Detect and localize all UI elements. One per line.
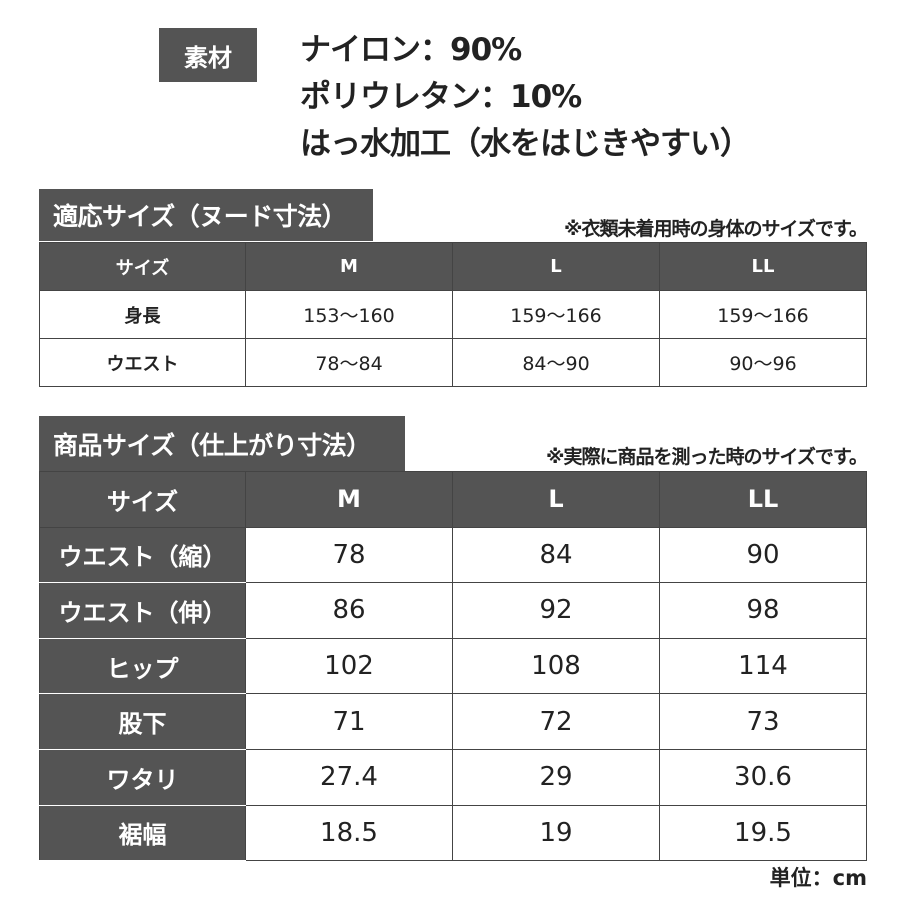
column-header-l: L xyxy=(452,471,660,528)
column-header-m: M xyxy=(245,471,453,528)
table-cell: 72 xyxy=(452,693,660,750)
table-row: ウエスト 78～84 84～90 90～96 xyxy=(39,338,867,387)
row-label-waist-stretched: ウエスト（伸） xyxy=(39,582,246,639)
body-size-table: サイズ M L LL 身長 153～160 159～166 159～166 ウエ… xyxy=(39,242,867,387)
table-row: 股下 71 72 73 xyxy=(39,693,867,750)
column-header-size: サイズ xyxy=(39,471,246,528)
row-label-thigh: ワタリ xyxy=(39,748,246,806)
table-cell: 18.5 xyxy=(245,804,453,862)
table-cell: 78 xyxy=(245,526,453,584)
garment-size-table: サイズ M L LL ウエスト（縮） 78 84 90 ウエスト（伸） 86 9… xyxy=(39,471,867,862)
table-cell: 71 xyxy=(245,693,453,750)
column-header-ll: LL xyxy=(659,242,867,291)
table-header-row: サイズ M L LL xyxy=(39,471,867,528)
table-cell: 73 xyxy=(659,693,867,750)
material-polyurethane: ポリウレタン：10% xyxy=(300,79,582,115)
garment-size-title: 商品サイズ（仕上がり寸法） xyxy=(39,416,405,471)
table-cell: 90～96 xyxy=(659,338,867,387)
table-row: 裾幅 18.5 19 19.5 xyxy=(39,804,867,862)
row-label-inseam: 股下 xyxy=(39,693,246,750)
table-cell: 102 xyxy=(245,637,453,695)
material-badge: 素材 xyxy=(159,28,257,82)
column-header-size: サイズ xyxy=(39,242,246,291)
unit-label: 単位：cm xyxy=(769,866,867,890)
table-cell: 159～166 xyxy=(452,290,660,339)
row-label-hip: ヒップ xyxy=(39,637,246,695)
table-row: ワタリ 27.4 29 30.6 xyxy=(39,748,867,806)
table-cell: 98 xyxy=(659,582,867,639)
row-label-waist: ウエスト xyxy=(39,338,246,387)
row-label-hem-width: 裾幅 xyxy=(39,804,246,862)
table-cell: 159～166 xyxy=(659,290,867,339)
body-size-note: ※衣類未着用時の身体のサイズです。 xyxy=(563,218,868,240)
table-cell: 19.5 xyxy=(659,804,867,862)
table-cell: 30.6 xyxy=(659,748,867,806)
garment-size-note: ※実際に商品を測った時のサイズです。 xyxy=(545,446,868,468)
table-cell: 27.4 xyxy=(245,748,453,806)
column-header-ll: LL xyxy=(659,471,867,528)
table-row: 身長 153～160 159～166 159～166 xyxy=(39,290,867,339)
row-label-height: 身長 xyxy=(39,290,246,339)
column-header-l: L xyxy=(452,242,660,291)
table-cell: 153～160 xyxy=(245,290,453,339)
column-header-m: M xyxy=(245,242,453,291)
table-cell: 108 xyxy=(452,637,660,695)
table-row: ウエスト（伸） 86 92 98 xyxy=(39,582,867,639)
table-cell: 84 xyxy=(452,526,660,584)
table-cell: 78～84 xyxy=(245,338,453,387)
table-cell: 90 xyxy=(659,526,867,584)
table-cell: 84～90 xyxy=(452,338,660,387)
material-nylon: ナイロン：90% xyxy=(300,32,522,68)
table-cell: 86 xyxy=(245,582,453,639)
material-water-repellent: はっ水加工（水をはじきやすい） xyxy=(300,126,751,162)
table-cell: 19 xyxy=(452,804,660,862)
table-cell: 29 xyxy=(452,748,660,806)
table-cell: 114 xyxy=(659,637,867,695)
body-size-title: 適応サイズ（ヌード寸法） xyxy=(39,189,373,241)
table-row: ウエスト（縮） 78 84 90 xyxy=(39,526,867,584)
table-cell: 92 xyxy=(452,582,660,639)
row-label-waist-relaxed: ウエスト（縮） xyxy=(39,526,246,584)
table-row: ヒップ 102 108 114 xyxy=(39,637,867,695)
table-header-row: サイズ M L LL xyxy=(39,242,867,291)
